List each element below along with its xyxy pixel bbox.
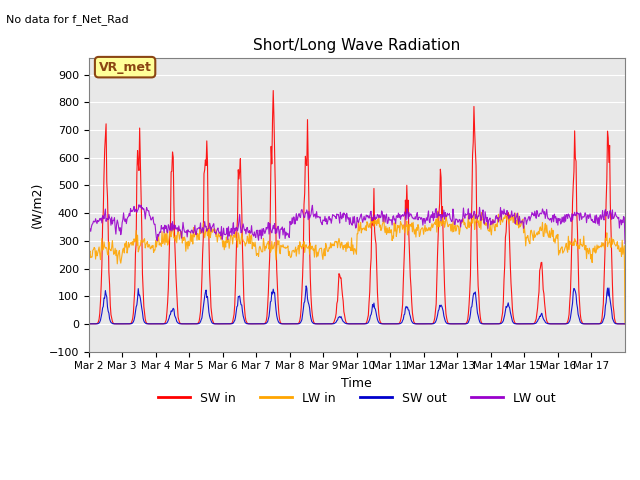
Title: Short/Long Wave Radiation: Short/Long Wave Radiation	[253, 38, 460, 53]
Y-axis label: (W/m2): (W/m2)	[30, 182, 43, 228]
Text: VR_met: VR_met	[99, 60, 152, 73]
X-axis label: Time: Time	[341, 377, 372, 390]
Text: No data for f_Net_Rad: No data for f_Net_Rad	[6, 14, 129, 25]
Legend: SW in, LW in, SW out, LW out: SW in, LW in, SW out, LW out	[154, 387, 560, 410]
